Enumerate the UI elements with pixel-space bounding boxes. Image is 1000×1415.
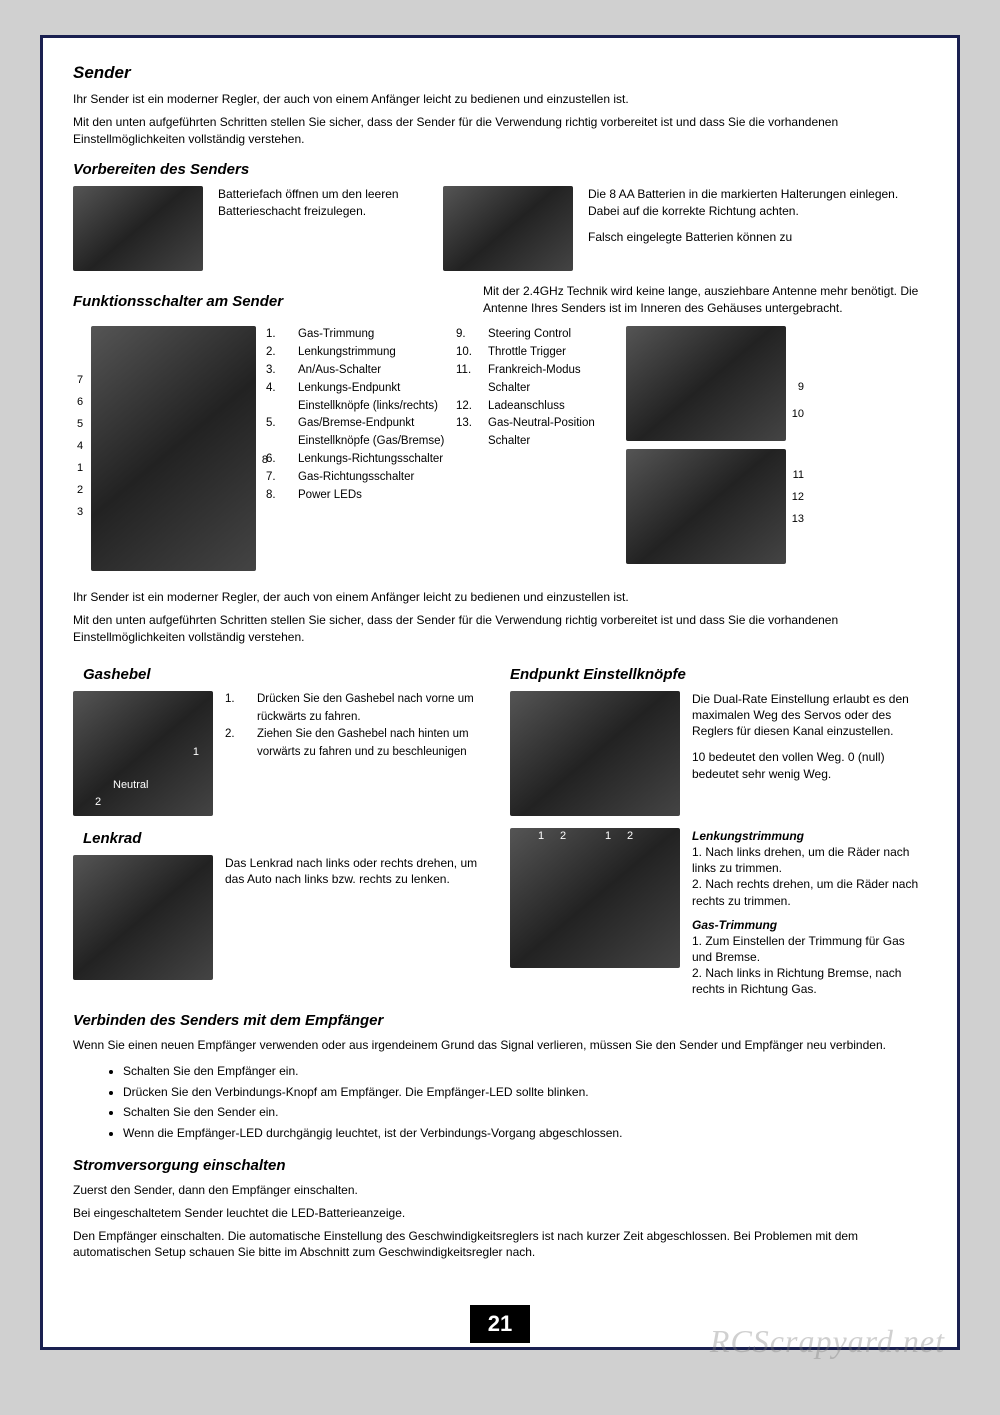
- repeat-line-1: Ihr Sender ist ein moderner Regler, der …: [73, 589, 927, 606]
- bullet-2: Drücken Sie den Verbindungs-Knopf am Emp…: [123, 1082, 927, 1102]
- callout-6: 6: [77, 396, 83, 408]
- gashebel-text-1: Drücken Sie den Gashebel nach vorne um r…: [257, 691, 490, 727]
- strom-p3: Den Empfänger einschalten. Die automatis…: [73, 1228, 927, 1262]
- callout-10: 10: [792, 408, 804, 420]
- intro-text-1: Ihr Sender ist ein moderner Regler, der …: [73, 91, 927, 108]
- callout-2: 2: [77, 484, 83, 496]
- prep-line-2a: Die 8 AA Batterien in die markierten Hal…: [588, 186, 927, 218]
- functions-row: 7 6 5 4 1 2 3 8 1.Gas-Trimmung 2.Lenkung…: [73, 326, 927, 571]
- callout-9: 9: [798, 381, 804, 393]
- image-trim: 1 2 1 2: [510, 828, 680, 968]
- label-neutral: Neutral: [113, 779, 148, 791]
- prep-row: Batteriefach öffnen um den leeren Batter…: [73, 186, 927, 271]
- image-wheel: [73, 855, 213, 980]
- image-dualrate: [510, 691, 680, 816]
- trim-gas-1: 1. Zum Einstellen der Trimmung für Gas u…: [692, 933, 927, 965]
- subheading-funktions: Funktionsschalter am Sender: [73, 293, 463, 310]
- trim-lenk-2: 2. Nach rechts drehen, um die Räder nach…: [692, 876, 927, 908]
- callout-3: 3: [77, 506, 83, 518]
- bullet-3: Schalten Sie den Sender ein.: [123, 1102, 927, 1122]
- callout-11: 11: [793, 469, 804, 481]
- image-transmitter-back: 11 12 13: [626, 449, 786, 564]
- bullet-1: Schalten Sie den Empfänger ein.: [123, 1061, 927, 1081]
- subheading-verbinden: Verbinden des Senders mit dem Empfänger: [73, 1012, 927, 1029]
- function-list-a: 1.Gas-Trimmung 2.Lenkungstrimmung 3.An/A…: [266, 326, 446, 504]
- prep-text-1: Batteriefach öffnen um den leeren Batter…: [218, 186, 428, 271]
- callout-4: 4: [77, 440, 83, 452]
- repeat-line-2: Mit den unten aufgeführten Schritten ste…: [73, 612, 927, 646]
- gashebel-text-2: Ziehen Sie den Gashebel nach hinten um v…: [257, 726, 490, 762]
- intro-text-2: Mit den unten aufgeführten Schritten ste…: [73, 114, 927, 148]
- trim-lenk-title: Lenkungstrimmung: [692, 828, 927, 844]
- subheading-strom: Stromversorgung einschalten: [73, 1157, 927, 1174]
- watermark: RCScrapyard.net: [710, 1323, 945, 1360]
- bind-steps: Schalten Sie den Empfänger ein. Drücken …: [103, 1061, 927, 1143]
- trim-gas-2: 2. Nach links in Richtung Bremse, nach r…: [692, 965, 927, 997]
- callout-13: 13: [792, 513, 804, 525]
- endpunkt-text-2: 10 bedeutet den vollen Weg. 0 (null) bed…: [692, 749, 927, 781]
- trim-gas-title: Gas-Trimmung: [692, 917, 927, 933]
- callout-7: 7: [77, 374, 83, 386]
- subheading-lenkrad: Lenkrad: [83, 830, 490, 847]
- verbinden-intro: Wenn Sie einen neuen Empfänger verwenden…: [73, 1037, 927, 1054]
- antenna-note: Mit der 2.4GHz Technik wird keine lange,…: [483, 279, 927, 315]
- lenkrad-text: Das Lenkrad nach links oder rechts drehe…: [225, 855, 490, 980]
- callout-8: 8: [262, 454, 268, 466]
- page-number: 21: [470, 1305, 530, 1343]
- image-transmitter-wheel: 9 10: [626, 326, 786, 441]
- prep-line-2b: Falsch eingelegte Batterien können zu: [588, 229, 927, 245]
- image-throttle: Neutral 1 2: [73, 691, 213, 816]
- endpunkt-text-1: Die Dual-Rate Einstellung erlaubt es den…: [692, 691, 927, 740]
- image-battery-open: [73, 186, 203, 271]
- callout-12: 12: [792, 491, 804, 503]
- strom-p2: Bei eingeschaltetem Sender leuchtet die …: [73, 1205, 927, 1222]
- bullet-4: Wenn die Empfänger-LED durchgängig leuch…: [123, 1123, 927, 1143]
- callout-5: 5: [77, 418, 83, 430]
- page-frame: Sender Ihr Sender ist ein moderner Regle…: [40, 35, 960, 1350]
- function-list-b: 9.Steering Control 10.Throttle Trigger 1…: [456, 326, 616, 451]
- callout-1: 1: [77, 462, 83, 474]
- subheading-gashebel: Gashebel: [83, 666, 490, 683]
- prep-text-2: Die 8 AA Batterien in die markierten Hal…: [588, 186, 927, 271]
- strom-p1: Zuerst den Sender, dann den Empfänger ei…: [73, 1182, 927, 1199]
- subheading-endpunkt: Endpunkt Einstellknöpfe: [510, 666, 927, 683]
- image-battery-insert: [443, 186, 573, 271]
- image-transmitter-front: 7 6 5 4 1 2 3 8: [91, 326, 256, 571]
- trim-lenk-1: 1. Nach links drehen, um die Räder nach …: [692, 844, 927, 876]
- subheading-vorbereiten: Vorbereiten des Senders: [73, 161, 927, 178]
- section-title-sender: Sender: [73, 63, 927, 83]
- controls-row: Gashebel Neutral 1 2 1.Drücken Sie den G…: [73, 652, 927, 998]
